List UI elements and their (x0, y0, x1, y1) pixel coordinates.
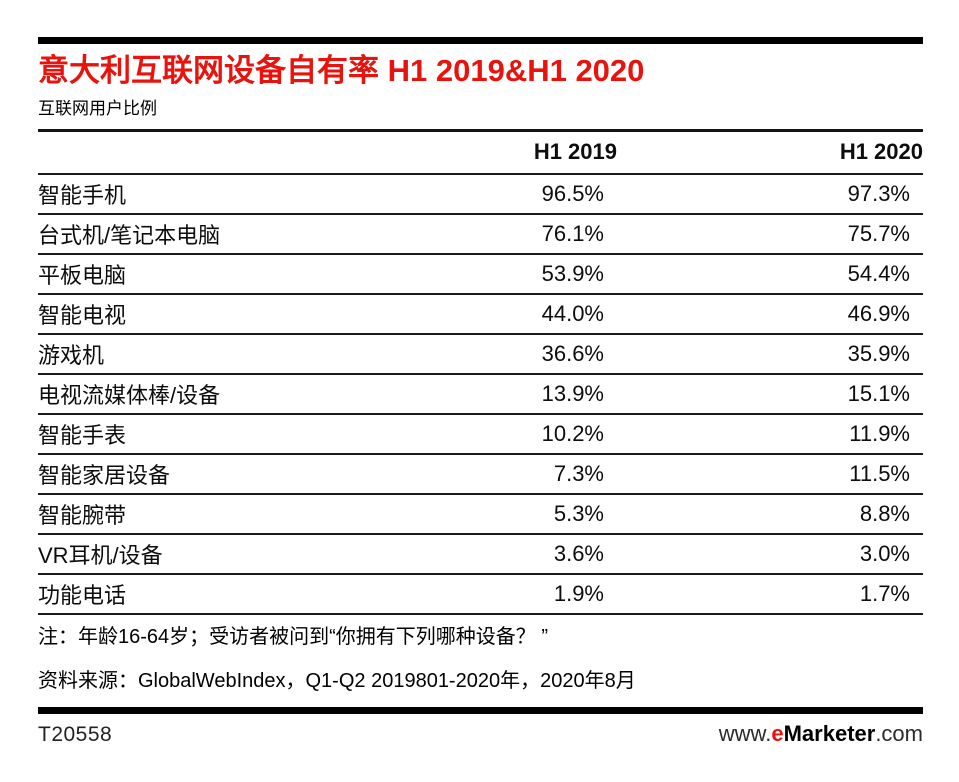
h1-2019-value: 5.3% (443, 493, 617, 535)
h1-2019-value: 10.2% (443, 413, 617, 455)
table-body: 智能手机 96.5% 97.3% 台式机/笔记本电脑 76.1% 75.7% 平… (38, 173, 923, 615)
device-label: 平板电脑 (38, 253, 443, 295)
h1-2020-value: 8.8% (617, 493, 923, 535)
device-label: 智能电视 (38, 293, 443, 335)
source-note: 资料来源：GlobalWebIndex，Q1-Q2 2019801-2020年，… (38, 669, 636, 692)
h1-2020-value: 1.7% (617, 573, 923, 615)
h1-2020-column-header: H1 2020 (617, 129, 923, 175)
h1-2019-column-header: H1 2019 (443, 129, 617, 175)
h1-2019-value: 96.5% (443, 173, 617, 215)
table-header-row: H1 2019 H1 2020 (38, 129, 923, 175)
device-label: 智能腕带 (38, 493, 443, 535)
h1-2020-value: 3.0% (617, 533, 923, 575)
table-row: 电视流媒体棒/设备 13.9% 15.1% (38, 373, 923, 415)
device-label: VR耳机/设备 (38, 533, 443, 575)
table-row: 台式机/笔记本电脑 76.1% 75.7% (38, 213, 923, 255)
h1-2020-value: 15.1% (617, 373, 923, 415)
h1-2019-value: 1.9% (443, 573, 617, 615)
table-row: 智能电视 44.0% 46.9% (38, 293, 923, 335)
device-label: 智能手机 (38, 173, 443, 215)
footnote: 注：年龄16-64岁；受访者被问到“你拥有下列哪种设备？ ” (38, 625, 549, 648)
top-divider (38, 37, 923, 44)
h1-2020-value: 54.4% (617, 253, 923, 295)
h1-2019-value: 36.6% (443, 333, 617, 375)
footer-bar: T20558 www.eMarketer.com (38, 721, 923, 747)
device-label: 智能家居设备 (38, 453, 443, 495)
bottom-divider (38, 706, 923, 714)
table-row: 功能电话 1.9% 1.7% (38, 573, 923, 615)
table-row: 智能手表 10.2% 11.9% (38, 413, 923, 455)
h1-2020-value: 35.9% (617, 333, 923, 375)
table-row: 智能家居设备 7.3% 11.5% (38, 453, 923, 495)
url-marketer: Marketer (783, 720, 876, 746)
table-row: 智能手机 96.5% 97.3% (38, 173, 923, 215)
url-tld: .com (875, 720, 923, 746)
url-e: e (771, 720, 784, 746)
h1-2019-value: 53.9% (443, 253, 617, 295)
h1-2020-value: 97.3% (617, 173, 923, 215)
h1-2019-value: 44.0% (443, 293, 617, 335)
h1-2020-value: 46.9% (617, 293, 923, 335)
table-row: 智能腕带 5.3% 8.8% (38, 493, 923, 535)
h1-2019-value: 3.6% (443, 533, 617, 575)
h1-2019-value: 13.9% (443, 373, 617, 415)
device-label: 智能手表 (38, 413, 443, 455)
device-column-header (38, 129, 443, 175)
h1-2019-value: 7.3% (443, 453, 617, 495)
h1-2020-value: 75.7% (617, 213, 923, 255)
device-label: 台式机/笔记本电脑 (38, 213, 443, 255)
url-www: www. (718, 720, 772, 746)
h1-2020-value: 11.9% (617, 413, 923, 455)
chart-title: 意大利互联网设备自有率 H1 2019&H1 2020 (38, 53, 645, 88)
device-label: 游戏机 (38, 333, 443, 375)
chart-subtitle: 互联网用户比例 (38, 99, 157, 118)
device-label: 功能电话 (38, 573, 443, 615)
device-ownership-table: H1 2019 H1 2020 智能手机 96.5% 97.3% 台式机/笔记本… (38, 129, 923, 615)
device-label: 电视流媒体棒/设备 (38, 373, 443, 415)
chart-id: T20558 (38, 722, 113, 746)
table-row: VR耳机/设备 3.6% 3.0% (38, 533, 923, 575)
h1-2019-value: 76.1% (443, 213, 617, 255)
h1-2020-value: 11.5% (617, 453, 923, 495)
table-row: 游戏机 36.6% 35.9% (38, 333, 923, 375)
table-row: 平板电脑 53.9% 54.4% (38, 253, 923, 295)
emarketer-url[interactable]: www.eMarketer.com (719, 721, 923, 747)
